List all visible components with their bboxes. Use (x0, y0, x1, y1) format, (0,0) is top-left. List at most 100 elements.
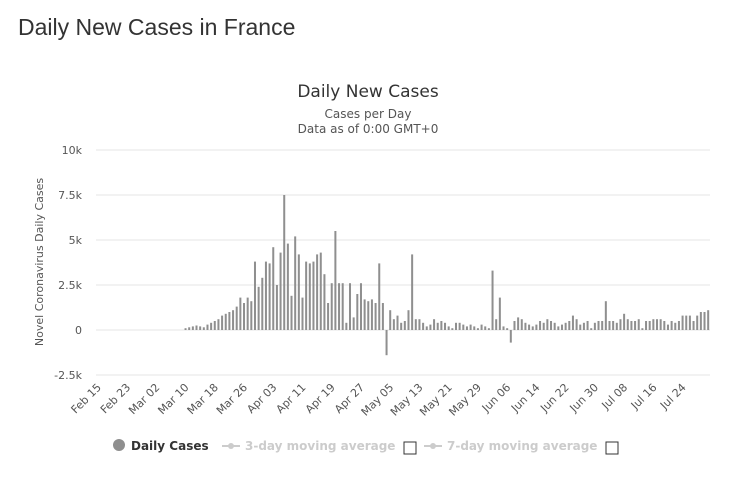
bar-daily-cases[interactable] (688, 315, 691, 330)
bar-daily-cases[interactable] (575, 319, 578, 330)
bar-daily-cases[interactable] (520, 319, 523, 330)
bar-daily-cases[interactable] (191, 326, 194, 330)
bar-daily-cases[interactable] (403, 321, 406, 330)
bar-daily-cases[interactable] (246, 297, 249, 330)
bar-daily-cases[interactable] (195, 325, 198, 331)
bar-daily-cases[interactable] (568, 321, 571, 330)
bar-daily-cases[interactable] (473, 326, 476, 330)
bar-daily-cases[interactable] (367, 301, 370, 330)
bar-daily-cases[interactable] (239, 297, 242, 330)
checkbox-7day[interactable] (605, 441, 619, 455)
bar-daily-cases[interactable] (677, 321, 680, 330)
bar-daily-cases[interactable] (451, 328, 454, 330)
bar-daily-cases[interactable] (188, 327, 191, 330)
bar-daily-cases[interactable] (385, 330, 388, 356)
bar-daily-cases[interactable] (454, 322, 457, 330)
bar-daily-cases[interactable] (433, 319, 436, 330)
bar-daily-cases[interactable] (327, 303, 330, 330)
checkbox-3day[interactable] (403, 441, 417, 455)
bar-daily-cases[interactable] (699, 312, 702, 330)
bar-daily-cases[interactable] (626, 319, 629, 330)
bar-daily-cases[interactable] (334, 231, 337, 330)
bar-daily-cases[interactable] (491, 270, 494, 330)
bar-daily-cases[interactable] (582, 322, 585, 330)
bar-daily-cases[interactable] (550, 321, 553, 330)
bar-daily-cases[interactable] (623, 313, 626, 330)
bar-daily-cases[interactable] (352, 317, 355, 330)
bar-daily-cases[interactable] (656, 319, 659, 330)
bar-daily-cases[interactable] (396, 315, 399, 330)
bar-daily-cases[interactable] (484, 326, 487, 330)
bar-daily-cases[interactable] (604, 301, 607, 330)
bar-daily-cases[interactable] (199, 326, 202, 330)
bar-daily-cases[interactable] (447, 326, 450, 330)
bar-daily-cases[interactable] (444, 322, 447, 330)
bar-daily-cases[interactable] (601, 321, 604, 330)
bar-daily-cases[interactable] (531, 326, 534, 330)
bar-daily-cases[interactable] (696, 315, 699, 330)
bar-daily-cases[interactable] (294, 236, 297, 330)
bar-daily-cases[interactable] (341, 283, 344, 330)
bar-daily-cases[interactable] (528, 324, 531, 330)
bar-daily-cases[interactable] (213, 321, 216, 330)
bar-daily-cases[interactable] (586, 321, 589, 330)
bar-daily-cases[interactable] (221, 315, 224, 330)
bar-daily-cases[interactable] (400, 322, 403, 330)
bar-daily-cases[interactable] (275, 285, 278, 330)
bar-daily-cases[interactable] (652, 319, 655, 330)
bar-daily-cases[interactable] (670, 321, 673, 330)
bar-daily-cases[interactable] (506, 328, 509, 330)
bar-daily-cases[interactable] (349, 283, 352, 330)
bar-daily-cases[interactable] (462, 324, 465, 330)
bar-daily-cases[interactable] (389, 310, 392, 330)
bar-daily-cases[interactable] (571, 315, 574, 330)
bar-daily-cases[interactable] (524, 322, 527, 330)
bar-daily-cases[interactable] (184, 328, 187, 330)
bar-daily-cases[interactable] (319, 252, 322, 330)
bar-daily-cases[interactable] (411, 254, 414, 330)
bar-daily-cases[interactable] (381, 303, 384, 330)
bar-daily-cases[interactable] (692, 321, 695, 330)
bar-daily-cases[interactable] (261, 277, 264, 330)
bar-daily-cases[interactable] (345, 322, 348, 330)
bar-daily-cases[interactable] (476, 328, 479, 330)
bar-daily-cases[interactable] (359, 283, 362, 330)
bar-daily-cases[interactable] (648, 321, 651, 330)
bar-daily-cases[interactable] (308, 263, 311, 330)
bar-daily-cases[interactable] (612, 321, 615, 330)
bar-daily-cases[interactable] (645, 321, 648, 330)
bar-daily-cases[interactable] (374, 303, 377, 330)
bar-daily-cases[interactable] (414, 319, 417, 330)
bar-daily-cases[interactable] (542, 322, 545, 330)
bar-daily-cases[interactable] (422, 322, 425, 330)
bar-daily-cases[interactable] (634, 321, 637, 330)
bar-daily-cases[interactable] (224, 313, 227, 330)
bar-daily-cases[interactable] (217, 319, 220, 330)
bar-daily-cases[interactable] (659, 319, 662, 330)
bar-daily-cases[interactable] (392, 319, 395, 330)
bar-daily-cases[interactable] (615, 322, 618, 330)
bar-daily-cases[interactable] (517, 317, 520, 330)
bar-daily-cases[interactable] (356, 294, 359, 330)
bar-daily-cases[interactable] (202, 327, 205, 330)
bar-daily-cases[interactable] (305, 261, 308, 330)
bar-daily-cases[interactable] (378, 263, 381, 330)
bar-daily-cases[interactable] (513, 321, 516, 330)
bar-daily-cases[interactable] (283, 195, 286, 330)
bar-daily-cases[interactable] (429, 324, 432, 330)
bar-daily-cases[interactable] (370, 299, 373, 330)
bar-daily-cases[interactable] (316, 254, 319, 330)
bar-daily-cases[interactable] (546, 319, 549, 330)
bar-daily-cases[interactable] (210, 322, 213, 330)
bar-daily-cases[interactable] (243, 303, 246, 330)
legend-item-daily-cases[interactable]: Daily Cases (113, 439, 209, 453)
bar-daily-cases[interactable] (297, 254, 300, 330)
bar-daily-cases[interactable] (590, 328, 593, 330)
legend-item-3day[interactable]: 3-day moving average (222, 439, 395, 453)
bar-daily-cases[interactable] (436, 322, 439, 330)
bar-daily-cases[interactable] (557, 326, 560, 330)
bar-daily-cases[interactable] (560, 324, 563, 330)
bar-daily-cases[interactable] (264, 261, 267, 330)
bar-daily-cases[interactable] (235, 306, 238, 330)
bar-daily-cases[interactable] (674, 322, 677, 330)
